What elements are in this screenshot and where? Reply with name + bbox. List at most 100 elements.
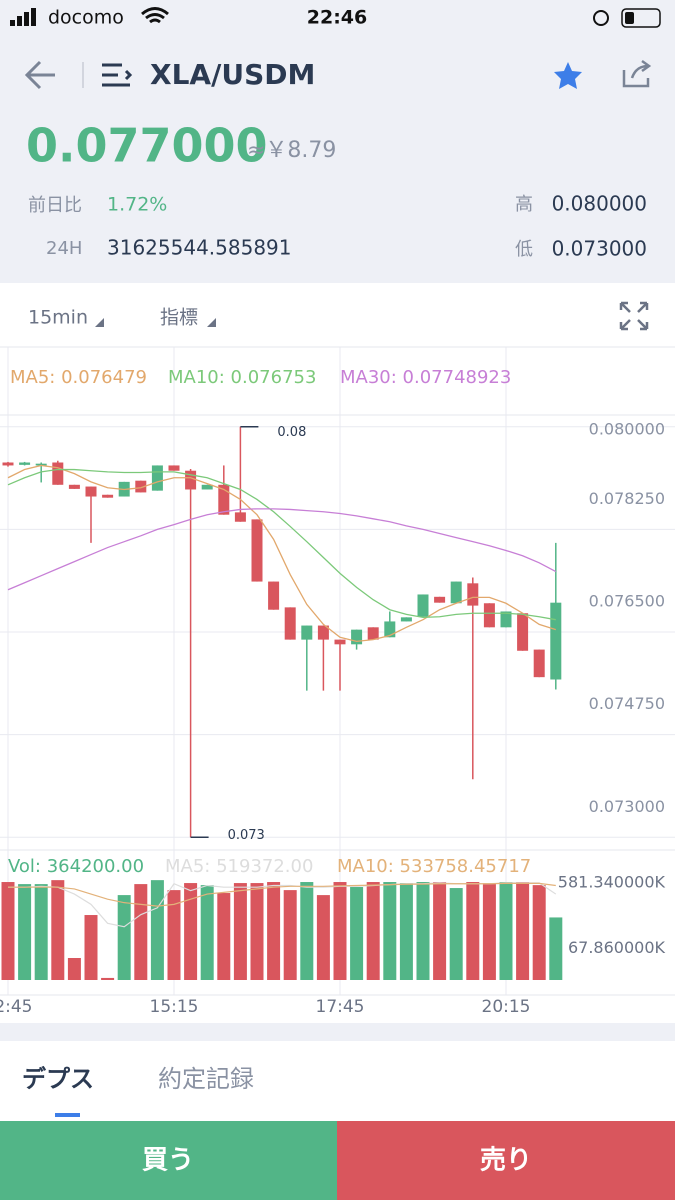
volume-bar [366,882,380,980]
volume-bar [482,883,496,980]
volume-bar [300,882,314,980]
tabs-bg [0,1041,675,1121]
candle-body [533,649,545,678]
annotation: 0.073 [228,828,265,843]
volume-bar [516,882,530,980]
volume-bar [167,890,181,980]
volume-bar [67,958,81,980]
lock-icon [593,10,609,26]
buy-button[interactable] [0,1121,337,1200]
y-tick-label: 0.074750 [589,694,665,713]
candle-body [168,465,180,471]
menu-button[interactable] [102,63,133,87]
sell-button[interactable] [337,1121,675,1200]
volume-bar [532,885,546,980]
volume-bar [466,882,480,980]
tab-indicator [55,1113,80,1117]
y-tick-label: 581.340000K [558,873,666,892]
volume-bar [51,880,65,980]
candle-body [500,611,512,628]
x-tick-label: 15:15 [150,997,199,1017]
legend-entry: MA10: 533758.45717 [337,856,531,877]
candle-body [135,480,147,493]
candle-body [19,462,31,465]
carrier: docomo [48,7,124,29]
last-price: 0.077000 [26,119,268,173]
ma-line [7,464,556,643]
depth-tab[interactable]: デプス [22,1065,94,1093]
high-label: 高 [515,194,533,215]
volume-bar [350,887,364,980]
candle-body [218,484,230,515]
volume-bar [200,885,214,980]
signal-icon [10,8,36,26]
volume-ma-line [8,882,556,907]
y-tick-label: 0.076500 [589,592,665,611]
volume-bar [333,882,347,980]
volume-bar [283,890,297,980]
candle-body [185,470,197,490]
candle-body [450,581,462,604]
trades-tab[interactable]: 約定記録 [158,1065,254,1093]
high-value: 0.080000 [552,192,647,216]
candle-body [234,512,246,522]
candle-body [550,602,562,680]
pair-title: XLA/USDM [150,58,315,91]
candle-body [151,465,163,491]
candle-body [334,639,346,645]
candle-body [434,596,446,603]
candle-body [102,494,114,498]
volume-label: 24H [46,238,82,259]
dropdown-arrow [207,318,216,327]
y-tick-label: 67.860000K [568,938,666,957]
volume-bar [101,977,115,980]
y-tick-label: 0.080000 [589,420,665,439]
candle-body [417,594,429,617]
candle-body [284,607,296,640]
candle-body [467,583,479,606]
volume-value: 31625544.585891 [107,236,292,260]
indicator-select[interactable]: 指標 [160,307,198,329]
volume-bar [316,895,330,980]
candle-body [85,486,97,497]
volume-title: Vol: 364200.00 [8,856,144,877]
candle-body [52,462,64,485]
volume-bar [150,880,164,980]
candle-body [301,625,313,640]
volume-bar [117,895,131,980]
interval-select[interactable]: 15min [28,307,88,329]
fullscreen-button[interactable] [619,301,649,331]
change-label: 前日比 [28,195,82,216]
clock: 22:46 [307,7,367,29]
wifi-icon [141,7,169,24]
candle-body [68,484,80,489]
volume-bar [184,883,198,980]
candle-body [317,625,329,640]
volume-bar [499,882,513,980]
ma-line [7,468,556,621]
legend-entry: MA5: 0.076479 [10,367,147,388]
battery-icon [621,8,661,28]
volume-bar [233,883,247,980]
low-label: 低 [515,239,533,260]
x-tick-label: 20:15 [482,997,531,1017]
candle-body [367,627,379,640]
share-button[interactable] [622,59,652,88]
candle-body [2,462,14,466]
volume-bar [267,882,281,980]
battery-level [625,12,634,24]
candle-body [400,617,412,622]
change-value: 1.72% [107,194,167,216]
annotation: 0.08 [277,425,306,440]
candle-body [483,603,495,628]
header-bg [0,0,675,283]
back-button[interactable] [24,60,55,90]
volume-bar [250,883,264,980]
volume-bar [217,893,231,980]
buy-label: 買う [142,1146,194,1176]
dropdown-arrow [95,318,104,327]
favorite-button[interactable] [554,62,582,89]
x-tick-label: 12:45 [0,997,33,1017]
x-tick-label: 17:45 [316,997,365,1017]
